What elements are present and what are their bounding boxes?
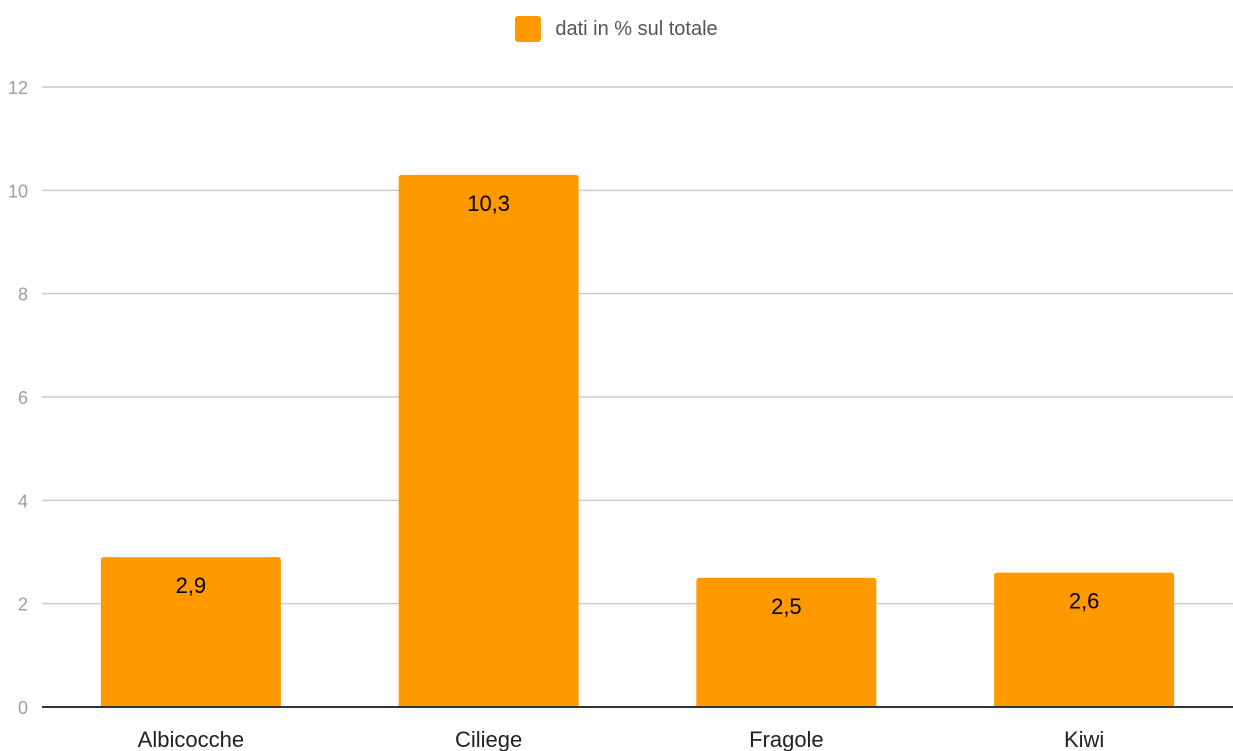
x-tick-label: Fragole bbox=[749, 727, 824, 751]
x-tick-label: Ciliege bbox=[455, 727, 522, 751]
legend-label: dati in % sul totale bbox=[555, 17, 718, 40]
y-tick-label: 0 bbox=[18, 698, 28, 718]
bar bbox=[994, 572, 1175, 707]
data-label: 2,6 bbox=[1069, 589, 1100, 614]
x-tick-label: Kiwi bbox=[1064, 727, 1104, 751]
y-tick-label: 8 bbox=[18, 285, 28, 305]
bar bbox=[398, 174, 579, 708]
x-tick-label: Albicocche bbox=[138, 727, 244, 751]
y-tick-label: 12 bbox=[8, 78, 28, 98]
data-label: 10,3 bbox=[467, 191, 510, 216]
data-label: 2,5 bbox=[771, 594, 802, 619]
bar bbox=[696, 577, 877, 707]
bar bbox=[100, 557, 281, 707]
y-tick-label: 4 bbox=[18, 491, 28, 511]
y-tick-label: 10 bbox=[8, 181, 28, 201]
y-tick-label: 6 bbox=[18, 388, 28, 408]
data-label: 2,9 bbox=[176, 573, 207, 598]
legend: dati in % sul totale bbox=[0, 16, 1233, 42]
legend-swatch bbox=[515, 16, 542, 42]
y-tick-label: 2 bbox=[18, 595, 28, 615]
